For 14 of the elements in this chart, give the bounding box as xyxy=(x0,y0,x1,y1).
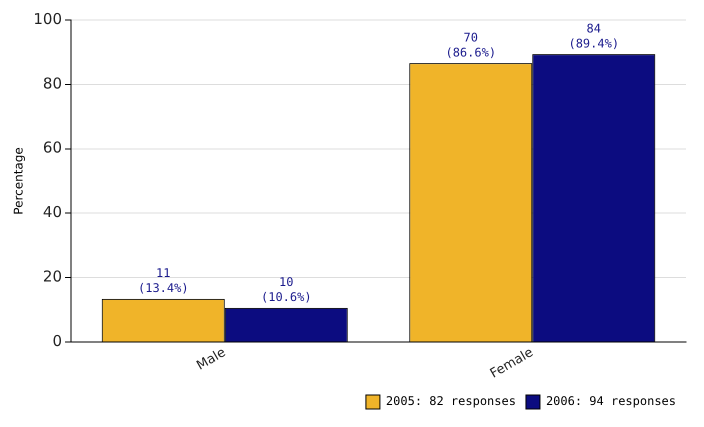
legend-label: 2005: 82 responses xyxy=(386,394,516,408)
y-tick-label: 20 xyxy=(42,267,62,286)
y-tick-label: 60 xyxy=(42,138,62,157)
y-tick-label: 80 xyxy=(42,74,62,92)
legend-label: 2006: 94 responses xyxy=(546,394,676,408)
y-tick-label: 0 xyxy=(52,332,62,350)
y-tick-label: 100 xyxy=(33,10,62,28)
data-label: 11 (13.4%) xyxy=(138,266,189,295)
data-label: 84 (89.4%) xyxy=(568,21,620,50)
data-label: 70 (86.6%) xyxy=(445,30,496,60)
x-tick-label: Male xyxy=(194,345,228,374)
y-tick-label: 40 xyxy=(42,203,62,222)
y-axis-title: Percentage xyxy=(11,147,26,215)
data-label: 10 (10.6%) xyxy=(260,274,312,304)
